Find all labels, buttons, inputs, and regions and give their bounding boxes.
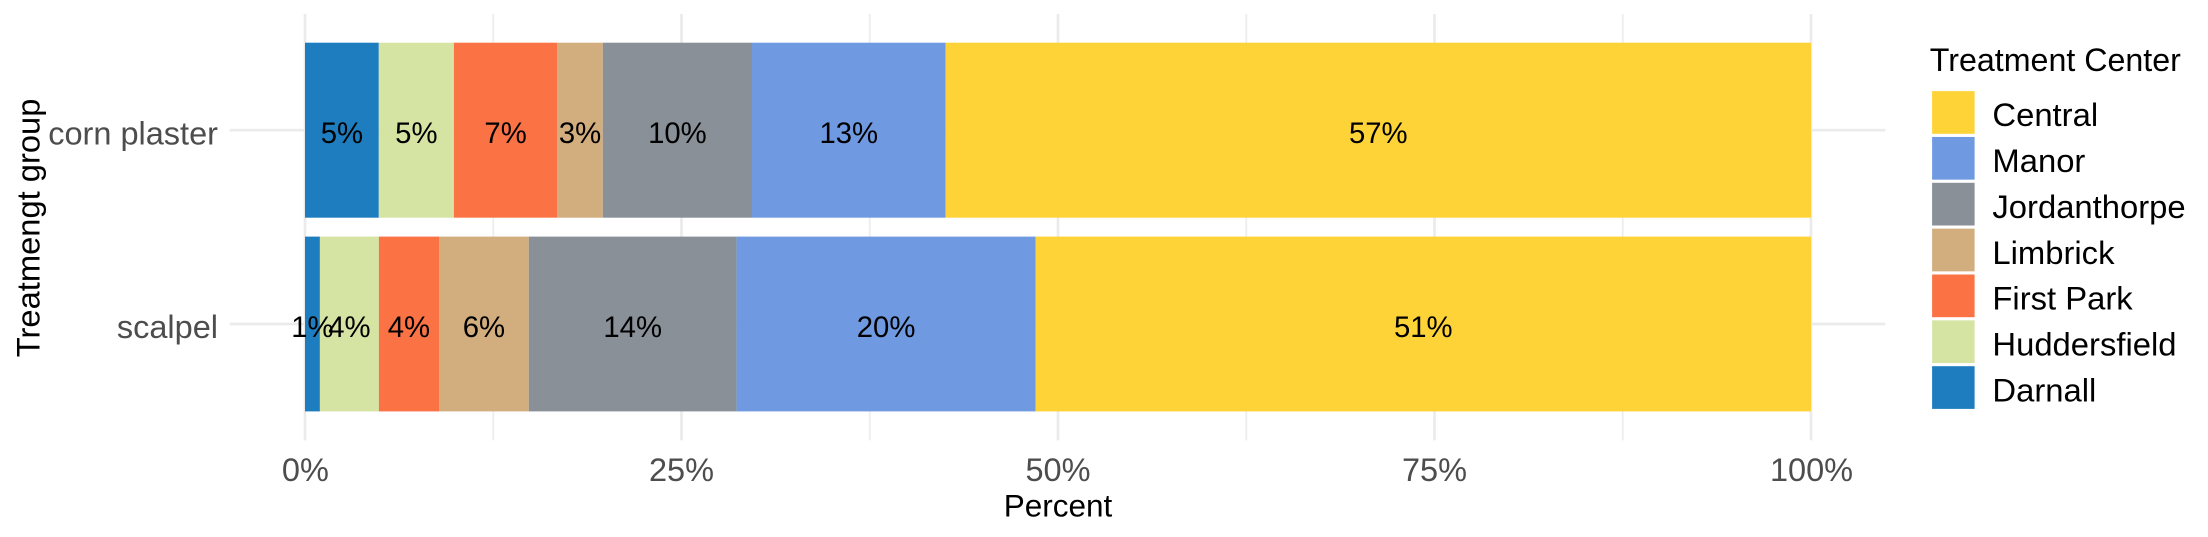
svg-text:4%: 4% — [328, 311, 370, 344]
svg-text:Treatment Center: Treatment Center — [1930, 42, 2181, 78]
svg-text:75%: 75% — [1402, 452, 1467, 488]
svg-text:Treatmengt group: Treatmengt group — [10, 99, 47, 358]
svg-text:Huddersfield: Huddersfield — [1992, 326, 2176, 363]
svg-text:First Park: First Park — [1992, 280, 2133, 317]
svg-text:20%: 20% — [857, 311, 916, 344]
svg-text:10%: 10% — [648, 117, 707, 150]
svg-text:7%: 7% — [484, 117, 526, 150]
svg-text:0%: 0% — [282, 452, 329, 488]
svg-text:13%: 13% — [819, 117, 878, 150]
svg-text:100%: 100% — [1770, 452, 1853, 488]
svg-text:25%: 25% — [649, 452, 714, 488]
svg-text:Jordanthorpe: Jordanthorpe — [1992, 188, 2185, 225]
svg-text:6%: 6% — [463, 311, 505, 344]
svg-text:Percent: Percent — [1004, 488, 1113, 524]
svg-text:5%: 5% — [395, 117, 437, 150]
svg-text:4%: 4% — [388, 311, 430, 344]
svg-text:51%: 51% — [1394, 311, 1453, 344]
svg-text:14%: 14% — [603, 311, 662, 344]
svg-text:Limbrick: Limbrick — [1992, 234, 2115, 271]
svg-text:3%: 3% — [559, 117, 601, 150]
svg-text:corn plaster: corn plaster — [48, 115, 218, 151]
svg-text:Manor: Manor — [1992, 142, 2085, 179]
svg-text:57%: 57% — [1349, 117, 1408, 150]
svg-text:Central: Central — [1992, 96, 2098, 133]
svg-text:1%: 1% — [291, 311, 333, 344]
svg-text:scalpel: scalpel — [117, 309, 218, 345]
svg-text:50%: 50% — [1025, 452, 1090, 488]
svg-text:5%: 5% — [321, 117, 363, 150]
svg-text:Darnall: Darnall — [1992, 371, 2096, 408]
